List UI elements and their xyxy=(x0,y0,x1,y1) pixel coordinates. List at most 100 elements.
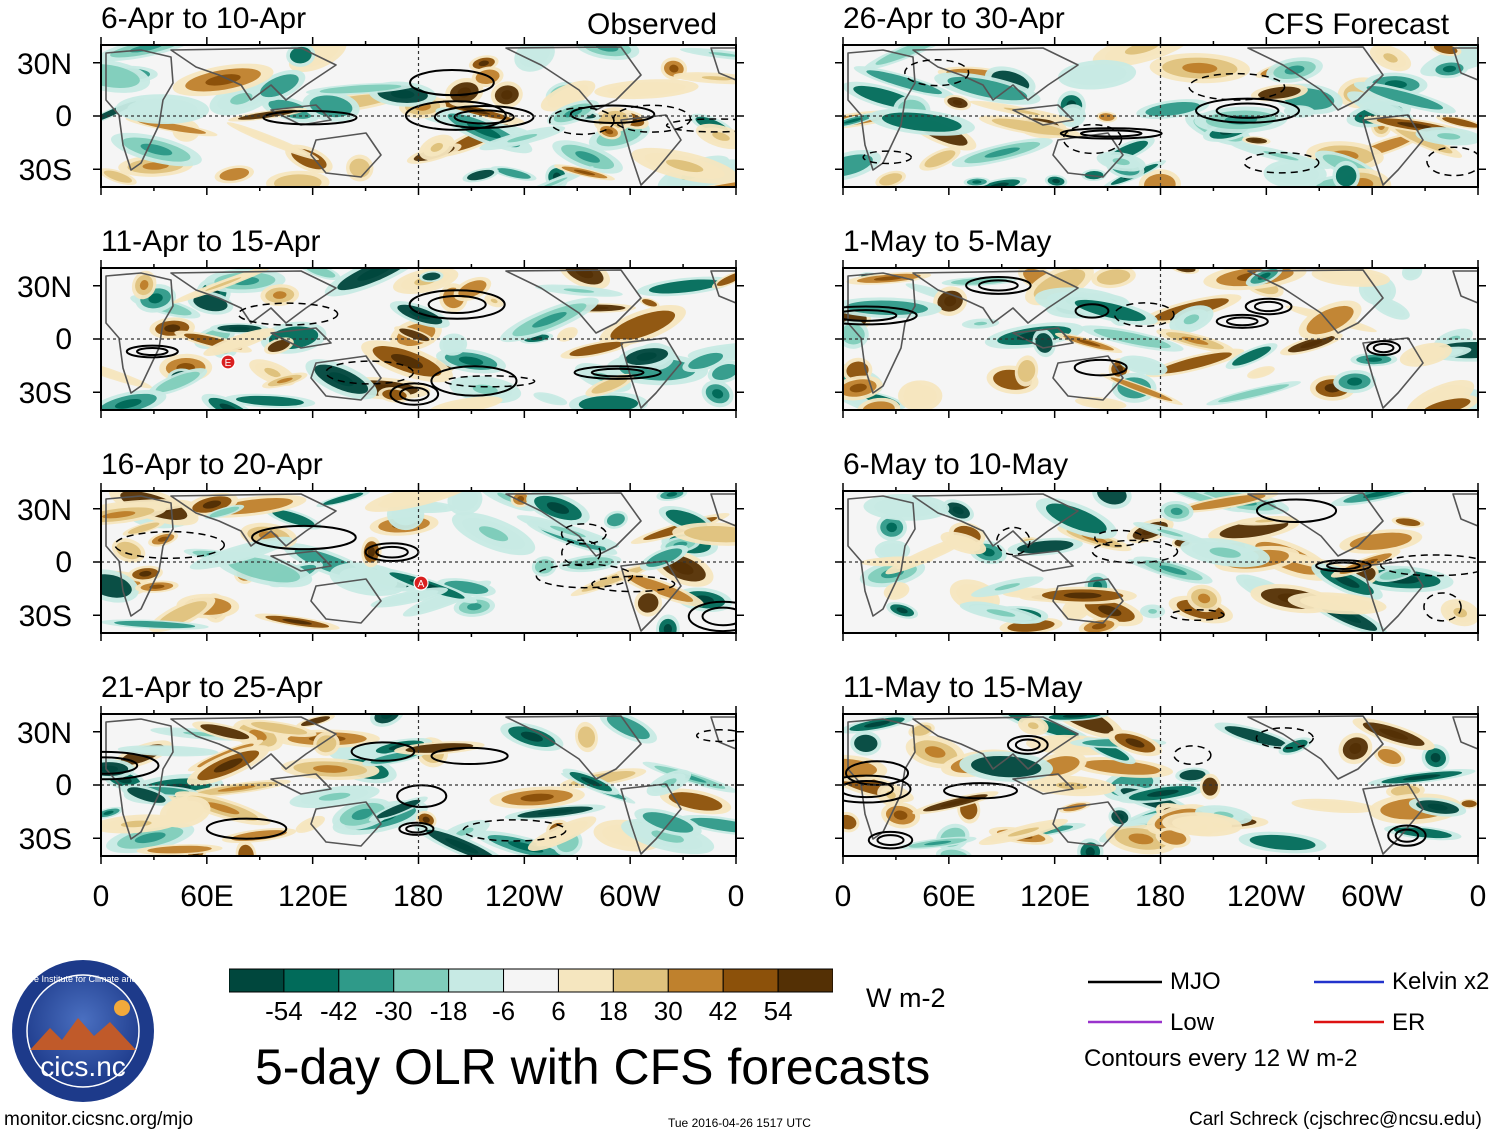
olr-anomaly-region xyxy=(1169,305,1214,334)
olr-anomaly-region xyxy=(101,619,209,630)
olr-anomaly-region xyxy=(1026,775,1117,797)
footer-url[interactable]: monitor.cicsnc.org/mjo xyxy=(4,1109,194,1130)
coastline xyxy=(170,270,337,324)
olr-anomaly-region xyxy=(1140,604,1166,619)
olr-anomaly-region xyxy=(226,122,319,161)
olr-anomaly-region xyxy=(101,168,137,186)
olr-anomaly-region xyxy=(172,63,274,97)
mjo-contour xyxy=(1006,734,1049,755)
olr-anomaly-region xyxy=(439,333,468,356)
colorbar-tick-label: -42 xyxy=(320,996,358,1026)
olr-anomaly-region xyxy=(603,510,628,529)
olr-anomaly-region xyxy=(1138,169,1181,187)
colorbar-swatch xyxy=(393,968,450,993)
y-tick-label: 30N xyxy=(16,271,72,304)
olr-anomaly-region xyxy=(1287,592,1387,615)
olr-anomaly-region xyxy=(514,45,555,72)
olr-anomaly-region xyxy=(1159,500,1194,522)
footer-author: Carl Schreck (cjschrec@ncsu.edu) xyxy=(1189,1109,1482,1130)
mjo-contour xyxy=(695,729,736,743)
mjo-contour xyxy=(665,118,736,133)
olr-anomaly-region xyxy=(1332,160,1360,187)
olr-anomaly-region xyxy=(1092,45,1192,68)
mjo-contour xyxy=(1195,97,1301,124)
olr-anomaly-region xyxy=(131,270,157,300)
olr-anomaly-region xyxy=(843,149,882,182)
mjo-contour xyxy=(409,69,495,97)
mjo-contour xyxy=(453,109,515,125)
mjo-contour xyxy=(1394,828,1420,843)
logo-ring-text: Cooperative Institute for Climate and Sa… xyxy=(10,974,156,984)
panel-title: 11-Apr to 15-Apr xyxy=(101,225,321,258)
mjo-contour xyxy=(101,750,160,781)
olr-anomaly-region xyxy=(296,714,335,728)
mjo-contour xyxy=(1062,123,1123,155)
olr-anomaly-region xyxy=(1352,718,1435,751)
olr-anomaly-region xyxy=(533,392,568,406)
units-label: W m-2 xyxy=(866,983,946,1013)
olr-anomaly-region xyxy=(634,808,702,837)
mjo-contour xyxy=(325,360,415,385)
mjo-contour xyxy=(843,780,894,799)
olr-anomaly-region xyxy=(552,140,623,174)
olr-anomaly-region xyxy=(616,570,705,607)
legend-label-kelvin: Kelvin x2 xyxy=(1392,968,1490,995)
coastline xyxy=(1362,560,1424,632)
olr-anomaly-region xyxy=(1238,831,1327,854)
colorbar-tick-label: -6 xyxy=(491,996,516,1026)
olr-anomaly-region xyxy=(707,360,736,384)
olr-anomaly-region xyxy=(1133,522,1208,544)
olr-anomaly-region xyxy=(1408,797,1467,817)
mjo-contour xyxy=(1188,72,1286,101)
olr-anomaly-region xyxy=(1014,355,1039,387)
coastline xyxy=(505,492,642,557)
panel-title: 11-May to 15-May xyxy=(843,671,1083,704)
olr-anomaly-region xyxy=(1339,529,1423,554)
olr-anomaly-region xyxy=(971,576,1044,598)
coastline xyxy=(1247,46,1384,111)
olr-anomaly-region xyxy=(451,512,536,556)
olr-anomaly-region xyxy=(1057,59,1137,90)
olr-anomaly-region xyxy=(1350,352,1398,367)
coastline xyxy=(847,49,916,171)
olr-anomaly-region xyxy=(101,356,153,389)
colorbar-swatch xyxy=(229,968,285,993)
olr-anomaly-region xyxy=(1435,115,1478,130)
mjo-contour xyxy=(1244,297,1293,316)
olr-anomaly-region xyxy=(1369,45,1412,72)
olr-anomaly-region xyxy=(919,147,961,171)
olr-anomaly-region xyxy=(562,768,620,795)
coastline xyxy=(1052,132,1124,178)
coastline xyxy=(1012,550,1074,572)
x-tick-label: 120W xyxy=(484,880,564,913)
olr-anomaly-region xyxy=(526,491,590,525)
olr-anomaly-region xyxy=(361,340,453,383)
coastline xyxy=(1052,578,1124,624)
colorbar-swatch xyxy=(612,968,669,993)
olr-anomaly-region xyxy=(963,177,991,187)
coastline xyxy=(1012,327,1074,349)
olr-anomaly-region xyxy=(1214,722,1297,750)
coastline xyxy=(105,49,174,171)
olr-anomaly-region xyxy=(1018,716,1049,736)
olr-anomaly-region xyxy=(1459,798,1478,809)
mjo-contour xyxy=(1014,738,1041,752)
x-tick-label: 0 xyxy=(834,880,852,913)
colorbar-tick-label: 54 xyxy=(763,996,793,1026)
colorbar-swatch xyxy=(503,968,559,993)
coastline xyxy=(1012,104,1074,126)
olr-anomaly-region xyxy=(594,79,699,100)
mjo-contour xyxy=(375,545,409,559)
x-tick-label: 60E xyxy=(922,880,976,913)
olr-anomaly-region xyxy=(136,844,223,856)
colorbar-tick-label: -54 xyxy=(265,996,303,1026)
coastline xyxy=(1452,716,1478,750)
olr-anomaly-region xyxy=(1247,366,1275,379)
mjo-contour xyxy=(569,104,656,124)
coastline xyxy=(270,327,332,349)
olr-anomaly-region xyxy=(1415,395,1478,410)
olr-anomaly-region xyxy=(305,359,378,400)
panel-title: 26-Apr to 30-Apr xyxy=(843,2,1065,35)
olr-anomaly-region xyxy=(876,513,907,541)
colorbar-tick-label: -18 xyxy=(429,996,468,1026)
